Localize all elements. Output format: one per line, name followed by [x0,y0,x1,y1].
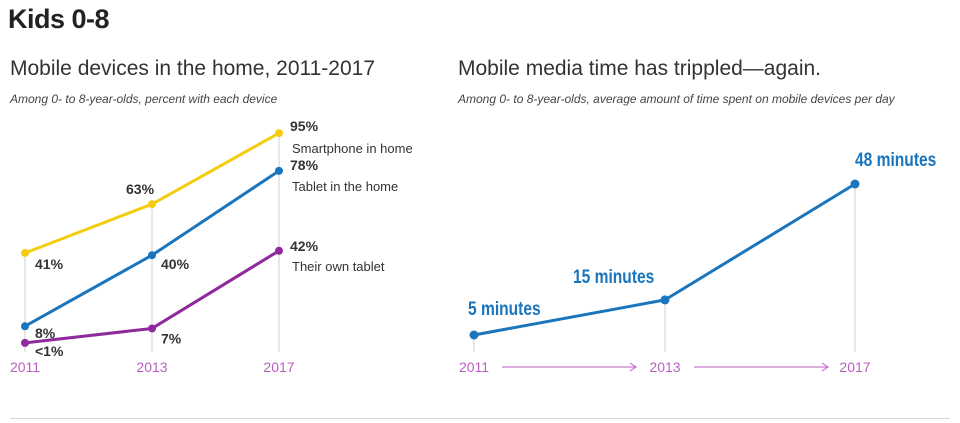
left-series-name: Their own tablet [292,259,385,274]
right-data-point [850,179,860,189]
left-data-label: <1% [35,343,64,359]
left-series-name: Tablet in the home [292,179,398,194]
right-data-point [469,330,479,340]
right-x-tick-label: 2011 [459,359,489,375]
left-data-label: 40% [161,256,190,272]
right-data-label: 15 minutes [573,265,654,287]
left-data-point [148,251,156,260]
right-axis-arrow-head [629,362,637,372]
left-data-point [21,248,29,257]
left-data-point [275,246,283,255]
left-data-label: 95% [290,118,319,134]
right-chart-subtitle: Among 0- to 8-year-olds, average amount … [458,92,895,106]
left-chart-title: Mobile devices in the home, 2011-2017 [10,57,376,80]
left-data-point [21,338,29,347]
left-chart-subtitle: Among 0- to 8-year-olds, percent with ea… [10,92,278,106]
right-x-tick-label: 2017 [839,359,870,375]
left-data-point [148,200,156,209]
left-x-tick-label: 2011 [10,359,40,375]
left-data-label: 8% [35,325,56,341]
left-data-label: 42% [290,238,319,254]
right-axis-arrow-head [821,362,829,372]
right-data-point [660,295,670,305]
left-data-point [148,324,156,333]
left-data-point [275,129,283,138]
right-x-tick-label: 2013 [649,359,680,375]
bottom-divider [10,418,950,419]
left-data-point [21,322,29,331]
left-data-label: 7% [161,330,182,346]
left-data-point [275,166,283,175]
page-title: Kids 0-8 [8,4,110,34]
left-x-tick-label: 2013 [136,359,167,375]
right-data-label: 5 minutes [468,298,541,320]
left-series-name: Smartphone in home [292,141,413,156]
left-data-label: 41% [35,256,64,272]
right-data-label: 48 minutes [855,149,936,171]
left-data-label: 78% [290,157,319,173]
left-x-tick-label: 2017 [263,359,294,375]
left-data-label: 63% [126,181,155,197]
right-chart-title: Mobile media time has trippled—again. [458,57,822,80]
